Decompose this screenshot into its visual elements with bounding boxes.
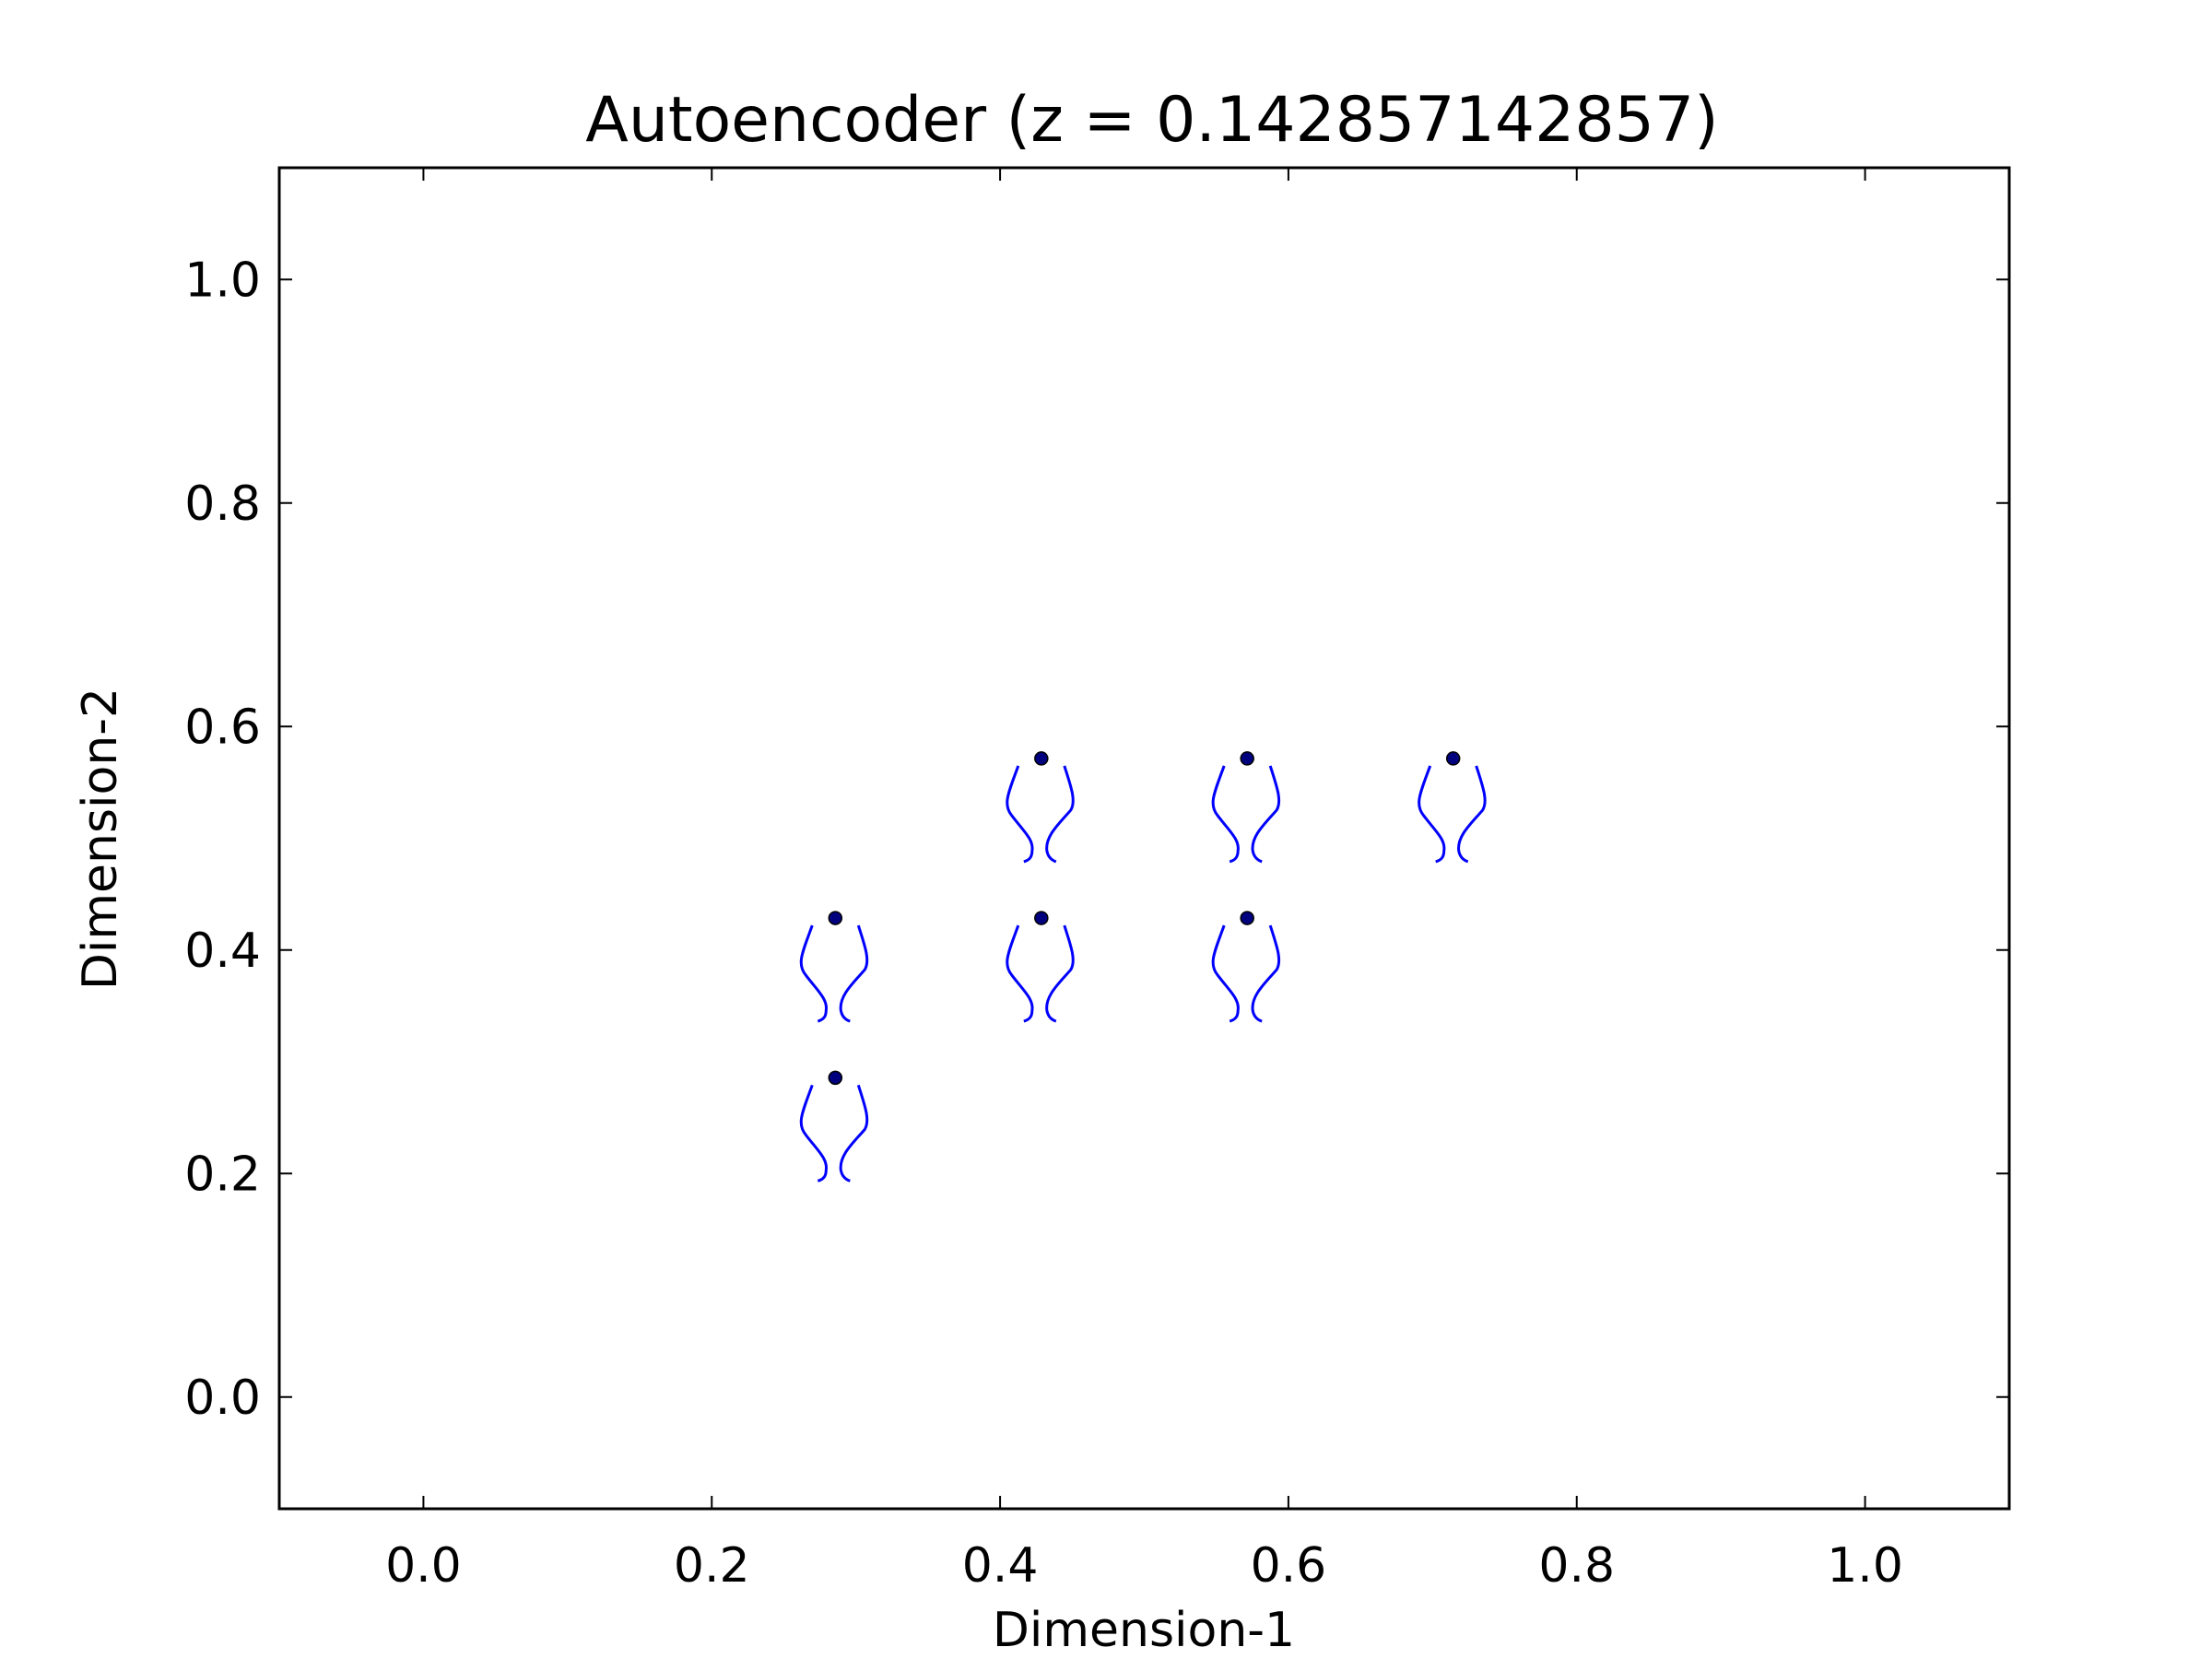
data-point bbox=[1445, 751, 1461, 766]
y-tick-label: 0.2 bbox=[184, 1147, 261, 1202]
chart-title: Autoencoder (z = 0.142857142857) bbox=[585, 84, 1718, 157]
glyph-right-curve bbox=[1045, 924, 1075, 1023]
glyph-left-curve bbox=[1418, 765, 1446, 864]
glyph-right-curve bbox=[839, 924, 869, 1023]
glyph-right-curve bbox=[1045, 765, 1075, 864]
y-tick-label: 0.4 bbox=[184, 924, 261, 979]
y-tick-label: 1.0 bbox=[184, 253, 261, 308]
x-tick-label: 1.0 bbox=[1827, 1538, 1903, 1594]
data-point bbox=[828, 1070, 843, 1086]
x-tick-label: 0.2 bbox=[674, 1538, 750, 1594]
glyph-left-curve bbox=[799, 1084, 828, 1182]
glyph-left-curve bbox=[799, 924, 828, 1023]
glyph-left-curve bbox=[1211, 765, 1240, 864]
glyph-right-curve bbox=[839, 1084, 869, 1182]
data-point bbox=[1240, 751, 1254, 766]
x-tick-label: 0.8 bbox=[1538, 1538, 1615, 1594]
glyph-right-curve bbox=[1457, 765, 1487, 864]
glyph-left-curve bbox=[1211, 924, 1240, 1023]
x-tick-label: 0.0 bbox=[385, 1538, 462, 1594]
y-tick-label: 0.0 bbox=[184, 1371, 261, 1426]
glyph-left-curve bbox=[1006, 924, 1034, 1023]
glyph-right-curve bbox=[1251, 765, 1281, 864]
x-tick-label: 0.6 bbox=[1251, 1538, 1327, 1594]
plot-area bbox=[277, 166, 2011, 1511]
data-points bbox=[828, 751, 1461, 1086]
glyph-left-curve bbox=[1006, 765, 1034, 864]
y-tick-label: 0.8 bbox=[184, 477, 261, 532]
glyph-right-curve bbox=[1251, 924, 1281, 1023]
y-tick-label: 0.6 bbox=[184, 700, 261, 755]
y-axis-label: Dimension-2 bbox=[73, 688, 128, 990]
point-glyphs bbox=[799, 765, 1487, 1182]
x-tick-label: 0.4 bbox=[962, 1538, 1039, 1594]
x-axis-label: Dimension-1 bbox=[993, 1603, 1295, 1658]
data-point bbox=[1034, 751, 1049, 766]
data-point bbox=[1034, 911, 1049, 925]
axis-ticks: 0.0 0.2 0.4 0.6 0.8 1.0 0.0 0.2 0.4 0.6 0.8 1.0 bbox=[184, 168, 2009, 1594]
data-point bbox=[828, 911, 843, 925]
data-point bbox=[1240, 911, 1254, 925]
